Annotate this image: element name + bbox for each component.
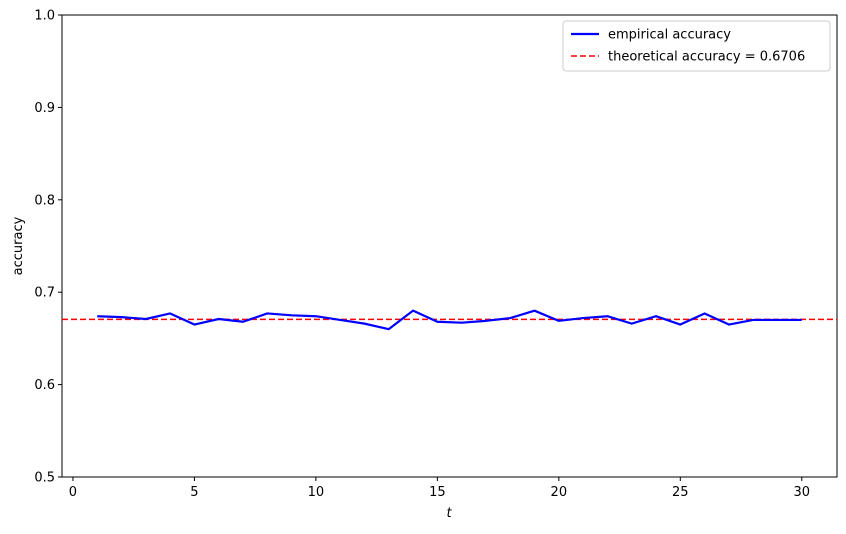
y-tick-label: 0.8: [34, 193, 55, 208]
legend-box: [562, 20, 831, 72]
x-tick-label: 5: [190, 485, 198, 500]
data-line: [97, 309, 802, 331]
y-tick-label: 0.9: [34, 101, 55, 116]
y-tick-label: 0.7: [34, 286, 55, 301]
x-tick-label: 10: [308, 485, 325, 500]
legend-label: theoretical accuracy = 0.6706: [608, 50, 805, 65]
y-tick-label: 0.5: [34, 471, 55, 486]
x-axis-label: t: [446, 506, 452, 521]
x-tick-label: 20: [551, 485, 568, 500]
x-tick-label: 30: [793, 485, 810, 500]
x-tick-label: 15: [429, 485, 446, 500]
legend-label: empirical accuracy: [608, 28, 731, 43]
y-tick-label: 0.6: [34, 378, 55, 393]
axes-frame: [61, 14, 838, 478]
y-axis-label: accuracy: [11, 216, 26, 275]
y-tick-label: 1.0: [34, 9, 55, 24]
x-tick-label: 25: [672, 485, 689, 500]
x-tick-label: 0: [69, 485, 77, 500]
